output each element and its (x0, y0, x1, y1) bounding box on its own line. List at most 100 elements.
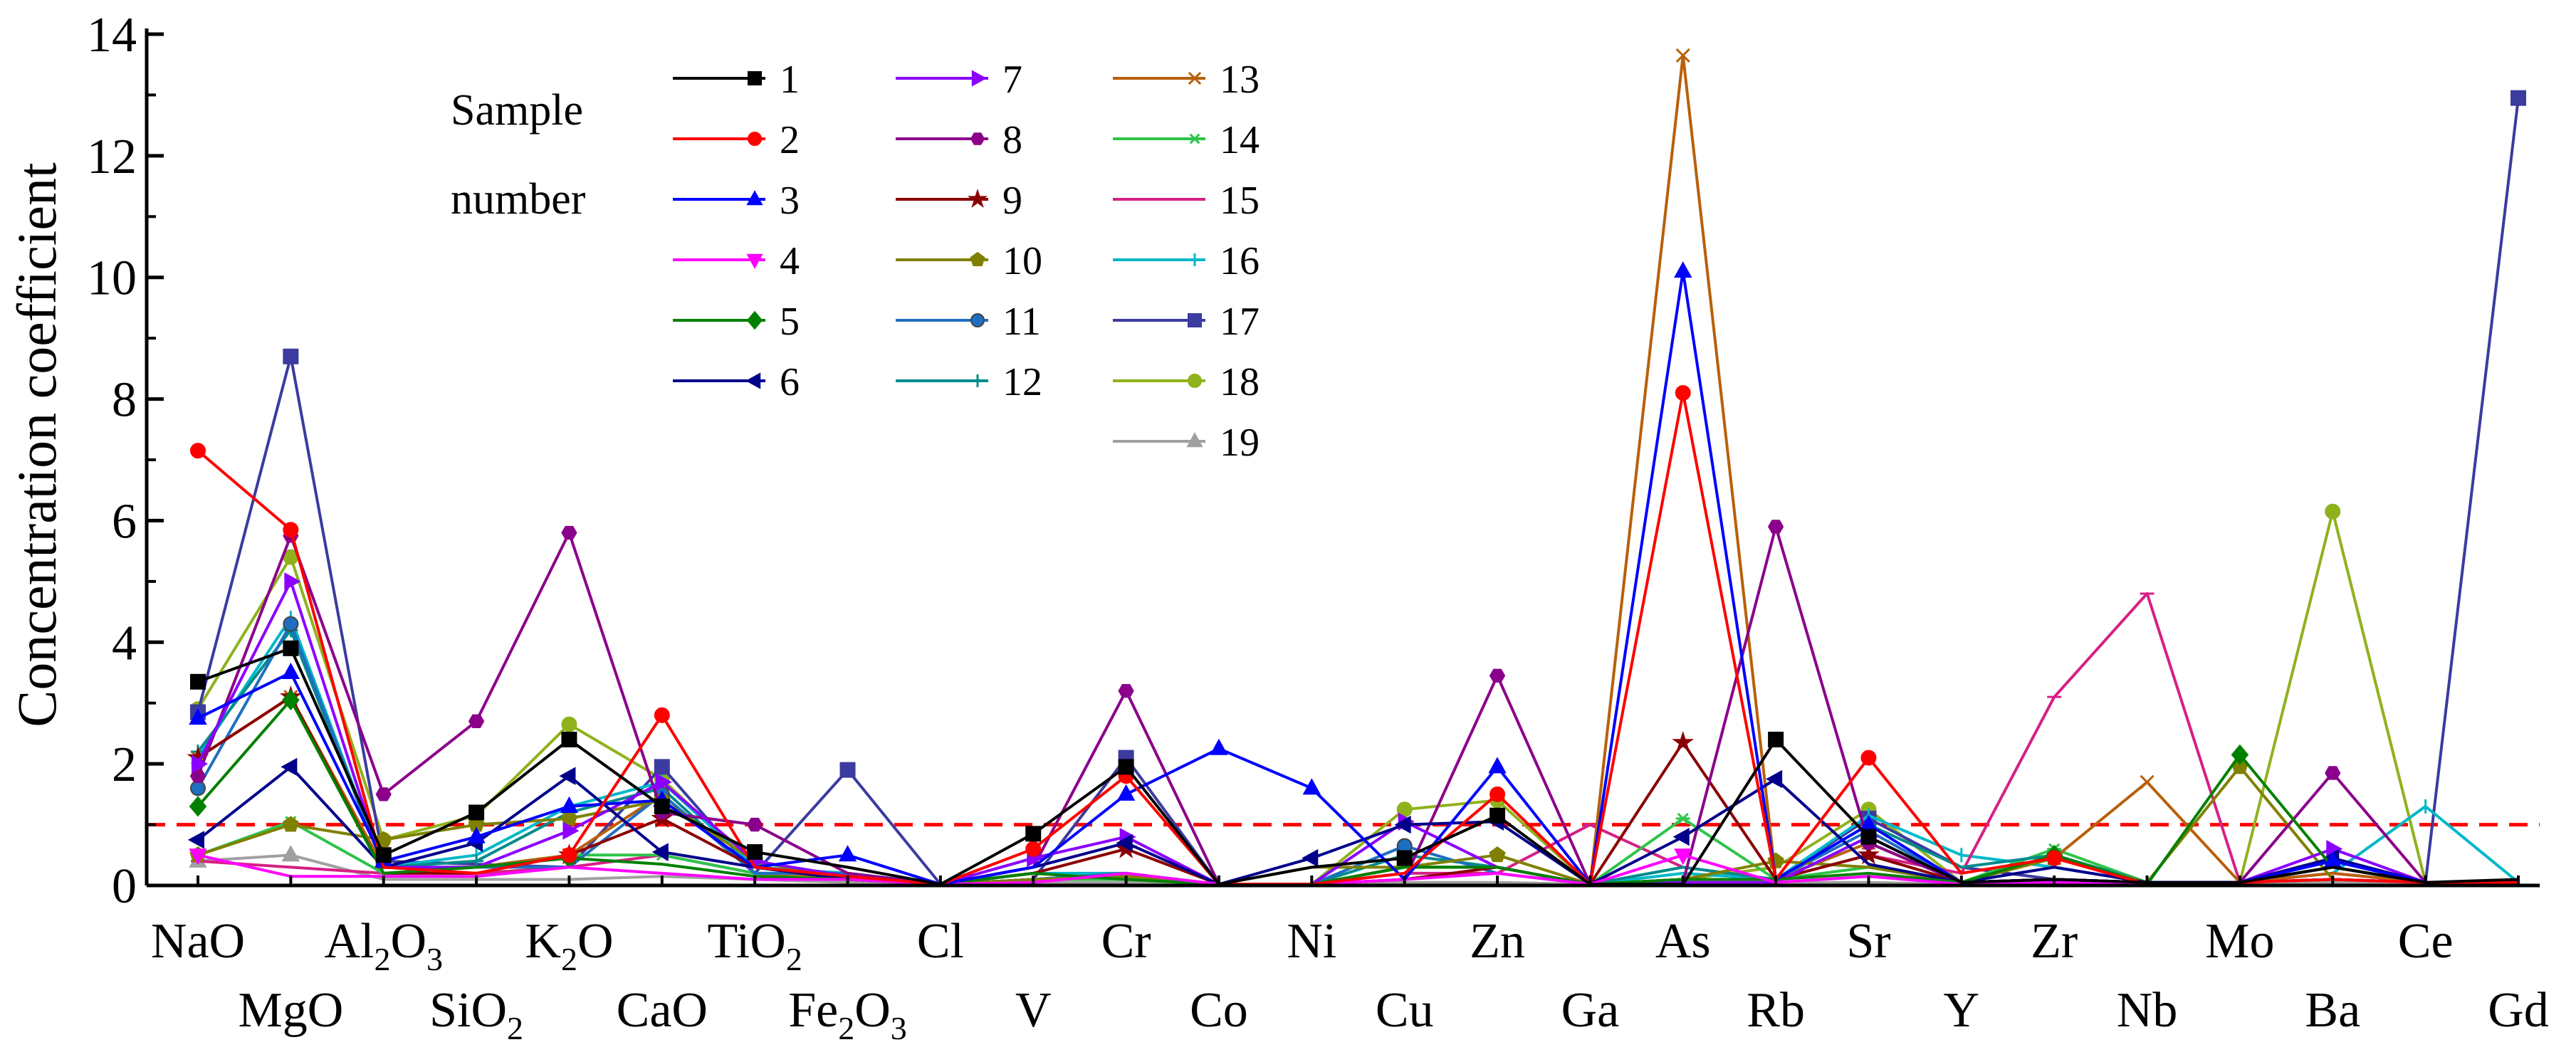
series-7 (192, 572, 2518, 886)
legend-label-3: 3 (780, 179, 800, 223)
legend-marker-14 (1188, 133, 1201, 144)
point-s5-MgO (282, 689, 300, 710)
point-s4-NaO (189, 848, 207, 866)
legend-marker-8 (970, 132, 985, 145)
point-s11-MgO (283, 616, 299, 632)
legend-item-14: 14 (1113, 118, 1260, 162)
point-s7-CaO (655, 773, 672, 792)
point-s3-Co (1210, 738, 1228, 755)
point-s1-TiO2 (747, 844, 763, 861)
point-s6-Ni (1302, 848, 1319, 868)
series-13 (190, 48, 2518, 886)
legend-item-2: 2 (673, 118, 800, 162)
point-s1-K2O (561, 731, 577, 747)
point-s3-Fe2O3 (838, 845, 857, 862)
legend-marker-5 (746, 310, 763, 330)
point-s7-K2O (562, 821, 580, 840)
point-s3-As (1674, 261, 1692, 278)
point-s10-MgO (282, 816, 299, 832)
point-s9-Sr (1858, 843, 1880, 865)
legend-label-17: 17 (1220, 300, 1260, 344)
point-s19-MgO (281, 845, 300, 862)
legend-item-8: 8 (896, 118, 1022, 162)
y-tick-label-14: 14 (87, 8, 137, 63)
point-s1-Cu (1396, 850, 1413, 866)
x-tick-label-Cl: Cl (917, 914, 964, 969)
legend-marker-13 (1188, 71, 1202, 85)
series-2-line (197, 391, 2518, 886)
x-tick-label-As: As (1655, 914, 1711, 969)
point-s17-CaO (654, 759, 670, 775)
legend-item-11: 11 (896, 300, 1041, 344)
point-s1-Al2O3 (375, 847, 392, 863)
series-18-line (197, 510, 2519, 886)
legend: Samplenumber1234567891011121314151617181… (451, 58, 1260, 465)
x-tick-label-MgO: MgO (238, 983, 343, 1038)
point-s18-Ba (2325, 503, 2341, 520)
legend-marker-6 (745, 372, 761, 389)
series-1 (190, 640, 2519, 886)
legend-item-5: 5 (673, 300, 800, 344)
point-s8-TiO2 (747, 817, 763, 832)
legend-label-11: 11 (1002, 300, 1041, 344)
point-s3-Ni (1302, 778, 1321, 795)
point-s8-K2O (561, 525, 577, 540)
x-tick-label-Mo: Mo (2205, 914, 2274, 969)
point-s3-MgO (281, 662, 300, 679)
x-tick-label-Gd: Gd (2488, 983, 2549, 1038)
point-s17-Fe2O3 (839, 762, 856, 778)
legend-marker-19 (1186, 432, 1203, 448)
legend-marker-11 (970, 313, 985, 327)
x-tick-label-Ce: Ce (2398, 914, 2454, 969)
point-s1-CaO (654, 798, 670, 814)
point-s8-NaO (189, 769, 206, 783)
legend-title-line1: Sample (451, 86, 583, 135)
x-tick-label-Ni: Ni (1287, 914, 1336, 969)
legend-marker-18 (1188, 374, 1202, 388)
legend-label-13: 13 (1220, 58, 1260, 102)
point-s2-V (1025, 841, 1042, 857)
legend-label-7: 7 (1002, 58, 1022, 102)
point-s10-Zn (1489, 846, 1506, 863)
x-tick-label-Ba: Ba (2305, 983, 2360, 1038)
legend-marker-7 (971, 70, 987, 87)
legend-label-18: 18 (1220, 360, 1260, 404)
point-s2-Sr (1860, 750, 1877, 766)
point-s6-CaO (651, 843, 669, 861)
series-1-line (197, 646, 2519, 886)
point-s6-Cr (1116, 833, 1133, 852)
legend-item-6: 6 (673, 360, 800, 404)
point-s6-NaO (187, 831, 204, 849)
series-layer (187, 48, 2526, 886)
legend-label-19: 19 (1220, 421, 1260, 465)
series-16-line (197, 616, 2520, 886)
point-s5-NaO (189, 796, 207, 817)
series-3 (189, 261, 2518, 886)
series-15 (191, 591, 2519, 886)
x-tick-label-TiO2: TiO2 (708, 914, 802, 977)
axis-layer: 02468101214NaOMgOAl2O3SiO2K2OCaOTiO2Fe2O… (87, 8, 2549, 1046)
point-s13-As (1675, 48, 1690, 63)
x-tick-label-V: V (1015, 983, 1052, 1038)
legend-marker-17 (1188, 313, 1202, 327)
point-s1-Rb (1768, 731, 1784, 747)
legend-label-14: 14 (1220, 118, 1260, 162)
legend-item-1: 1 (673, 58, 800, 102)
y-tick-label-12: 12 (87, 130, 137, 184)
point-s2-Zr (2046, 850, 2063, 866)
legend-marker-9 (967, 189, 988, 209)
legend-label-2: 2 (780, 118, 800, 162)
point-s3-NaO (189, 708, 207, 725)
point-s1-V (1025, 826, 1042, 842)
x-tick-label-Nb: Nb (2117, 983, 2178, 1038)
legend-item-10: 10 (896, 239, 1042, 283)
x-tick-label-Al2O3: Al2O3 (324, 914, 443, 977)
point-s7-MgO (284, 572, 301, 591)
legend-item-16: 16 (1113, 239, 1260, 283)
x-tick-label-Ga: Ga (1561, 983, 1620, 1038)
point-s10-Al2O3 (375, 831, 392, 847)
legend-item-4: 4 (673, 239, 800, 283)
legend-item-15: 15 (1113, 179, 1260, 223)
legend-marker-1 (748, 71, 762, 85)
